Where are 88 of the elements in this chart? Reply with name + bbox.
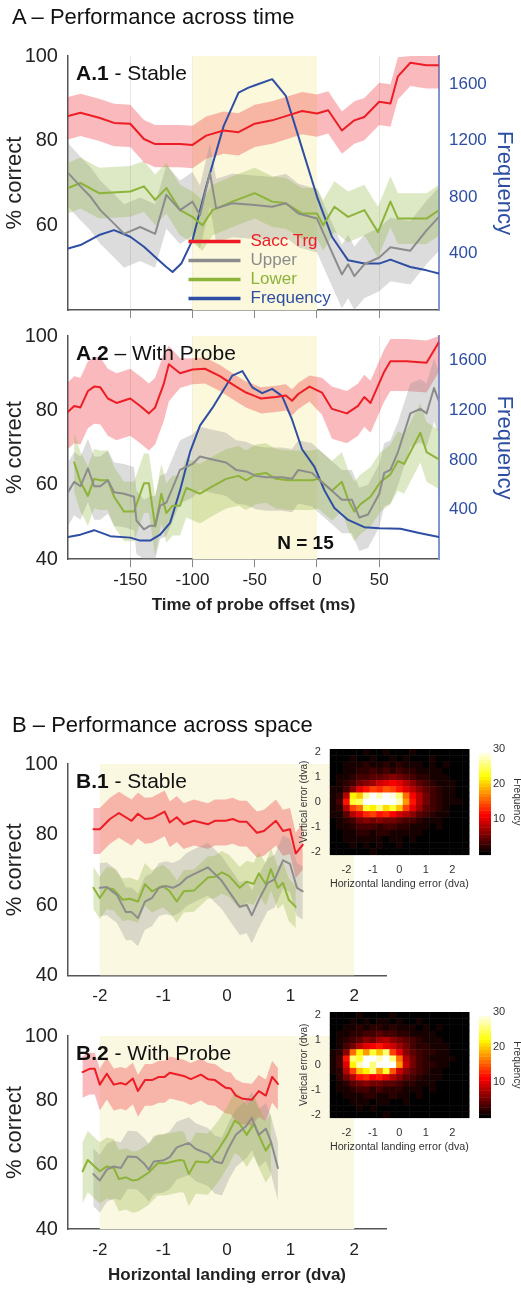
color-bar-label: 30	[493, 1005, 506, 1018]
y2-tick-label: 1600	[449, 73, 487, 93]
y-tick-label: 60	[35, 212, 58, 235]
x-tick-label: -150	[113, 570, 148, 590]
color-bar-label: 10	[493, 1075, 506, 1088]
y-tick-label: -1	[311, 1082, 321, 1095]
y-axis-title: % correct	[1, 401, 27, 495]
y-axis-title: % correct	[1, 823, 27, 917]
x-tick-label: -2	[92, 1240, 108, 1260]
y-tick-label: 100	[24, 751, 58, 774]
x-tick-label: 1	[422, 1126, 429, 1139]
y2-axis-title: Frequency	[492, 395, 518, 500]
x-tick-label: 2	[449, 1126, 456, 1139]
y-tick-label: 80	[35, 1087, 58, 1110]
y2-tick-label: 800	[449, 449, 478, 469]
x-tick-label: 0	[222, 986, 232, 1006]
y-tick-label: 100	[24, 323, 58, 346]
y-axis-title: Vertical error (dva)	[297, 1023, 309, 1106]
x-tick-label: 0	[396, 863, 403, 876]
x-tick-label: 2	[349, 1240, 359, 1260]
color-bar-label: 20	[493, 1040, 506, 1053]
legend-label: Upper	[250, 250, 298, 270]
chart-subtitle: A.1 - Stable	[76, 61, 187, 85]
y-tick-label: 100	[24, 43, 58, 66]
y2-tick-label: 800	[449, 186, 478, 206]
y-tick-label: 1	[314, 1032, 321, 1045]
y2-tick-label: 400	[449, 243, 478, 263]
chart-title: B.2 - With Probe	[76, 1041, 232, 1065]
x-tick-label: -100	[175, 570, 210, 590]
x-tick-label: -1	[367, 863, 378, 876]
y-tick-label: 1	[314, 769, 321, 782]
x-tick-label: 50	[369, 570, 389, 590]
legend-label: Lower	[250, 269, 298, 289]
y-tick-label: 60	[35, 1152, 58, 1175]
x-tick-label: -1	[155, 1240, 171, 1260]
x-tick-label: 2	[349, 986, 359, 1006]
y-tick-label: 80	[35, 822, 58, 845]
y-tick-label: 2	[314, 1008, 321, 1021]
y-tick-label: 40	[35, 963, 58, 986]
y-tick-label: 80	[35, 397, 58, 420]
chart-subtitle: B.1 - Stable	[76, 769, 187, 793]
x-axis-title: Horizontal landing error (dva)	[329, 1140, 469, 1153]
y2-axis-title: Frequency	[492, 131, 518, 235]
y2-tick-label: 1600	[449, 350, 487, 370]
x-axis-title: Horizontal landing error (dva)	[329, 877, 469, 890]
x-tick-label: 1	[422, 863, 429, 876]
chart-title: A.2 – With Probe	[76, 341, 236, 365]
y-tick-label: -2	[311, 1107, 321, 1120]
y2-tick-label: 1200	[449, 400, 487, 420]
color-bar-title: Frequency	[512, 1041, 521, 1089]
x-tick-label: -1	[367, 1126, 378, 1139]
x-tick-label: 1	[285, 986, 296, 1006]
y-tick-label: 100	[24, 1023, 58, 1046]
x-tick-label: -2	[92, 986, 108, 1006]
x-tick-label: -2	[341, 863, 352, 876]
x-tick-label: 1	[285, 1240, 296, 1260]
chart-title: A – Performance across time	[12, 4, 295, 30]
color-bar-label: 20	[493, 777, 506, 790]
x-tick-label: -2	[341, 1126, 352, 1139]
annotation: N = 15	[277, 532, 335, 554]
y-tick-label: 80	[35, 128, 58, 151]
x-axis-title: Time of probe offset (ms)	[151, 595, 356, 615]
x-tick-label: 0	[396, 1126, 403, 1139]
y-tick-label: 0	[314, 794, 321, 807]
y2-tick-label: 400	[449, 499, 478, 519]
legend-label: Sacc Trg	[250, 231, 318, 251]
y-tick-label: -1	[311, 819, 321, 832]
color-bar-title: Frequency	[512, 778, 521, 826]
y-tick-label: 40	[35, 546, 58, 569]
y-axis-title: % correct	[1, 136, 27, 230]
y-axis-title: Vertical error (dva)	[297, 760, 309, 843]
y2-tick-label: 1200	[449, 130, 487, 150]
y-tick-label: -2	[311, 844, 321, 857]
x-tick-label: -1	[155, 986, 171, 1006]
x-axis-title: Horizontal landing error (dva)	[107, 1265, 347, 1285]
y-tick-label: 60	[35, 472, 58, 495]
y-tick-label: 60	[35, 892, 58, 915]
y-tick-label: 0	[314, 1057, 321, 1070]
x-tick-label: 0	[222, 1240, 232, 1260]
legend-label: Frequency	[250, 288, 332, 308]
y-tick-label: 40	[35, 1216, 58, 1239]
x-tick-label: 2	[449, 863, 456, 876]
y-tick-label: 2	[314, 745, 321, 758]
color-bar-label: 10	[493, 812, 506, 825]
color-bar-label: 30	[493, 742, 506, 755]
x-tick-label: -50	[242, 570, 268, 590]
y-axis-title: % correct	[1, 1086, 27, 1180]
chart-title: B – Performance across space	[12, 712, 313, 738]
